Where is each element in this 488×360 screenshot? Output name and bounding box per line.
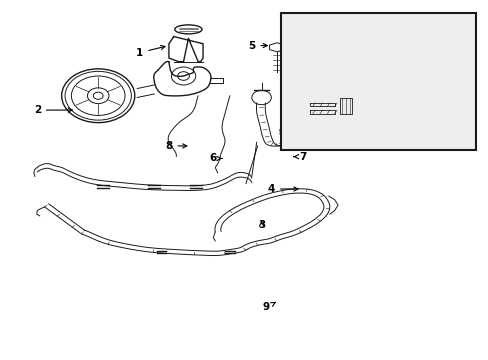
- Text: 1: 1: [136, 45, 164, 58]
- Text: 5: 5: [248, 41, 267, 50]
- Text: 7: 7: [293, 152, 306, 162]
- Bar: [281, 13, 475, 149]
- Text: 6: 6: [209, 153, 222, 163]
- Text: 8: 8: [165, 141, 186, 151]
- Text: 4: 4: [267, 184, 297, 194]
- Bar: [339, 98, 351, 114]
- Text: 3: 3: [257, 220, 264, 230]
- Text: 2: 2: [34, 105, 72, 115]
- Text: 9: 9: [263, 302, 275, 312]
